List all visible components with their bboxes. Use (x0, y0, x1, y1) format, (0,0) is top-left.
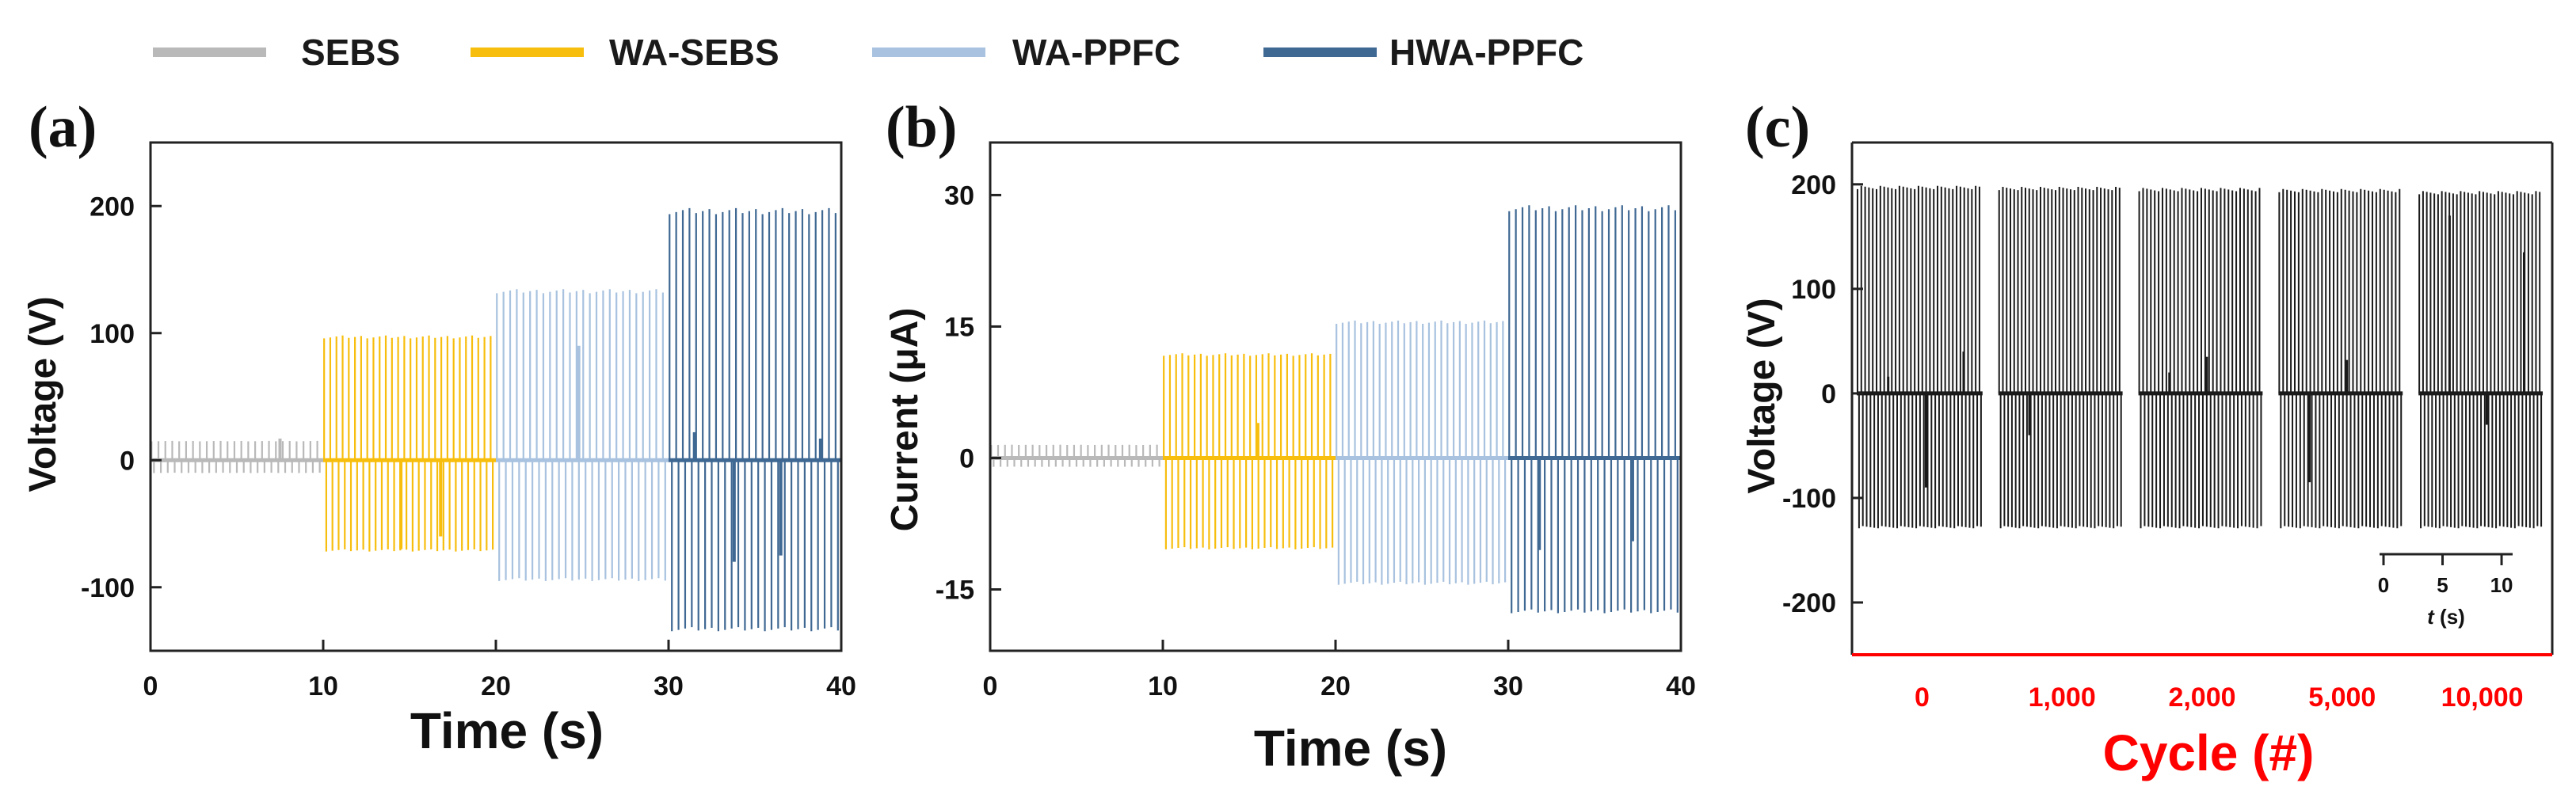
panel-c-inset-tick-label: 10 (2490, 573, 2513, 597)
panel-b-xtick-label: 10 (1148, 671, 1178, 701)
legend-entry-hwa-ppfc: HWA-PPFC (1263, 32, 1583, 73)
panel-a-xtick-label: 40 (826, 671, 856, 701)
panel-b-series-wa-sebs (1163, 353, 1336, 549)
panel-c-letter: (c) (1745, 95, 1810, 160)
panel-b-series-hwa-ppfc (1508, 205, 1681, 614)
panel-c-series-10-000 (2418, 191, 2543, 529)
panel-b-series-wa-ppfc (1336, 320, 1508, 585)
panel-a-ylabel: Voltage (V) (22, 296, 64, 492)
panel-b: (b) 0 10 20 30 40 -15 0 15 30 Time (s) Current (… (884, 95, 1696, 777)
panel-a-letter: (a) (29, 95, 97, 160)
legend-label-wa-sebs: WA-SEBS (609, 32, 779, 73)
panel-b-ytick-label: 30 (944, 181, 974, 211)
panel-a-ytick-label: -100 (81, 573, 135, 603)
panel-a-xtick-label: 20 (481, 671, 511, 701)
panel-c-ytick-label: -100 (1782, 484, 1836, 514)
panel-a-ytick-label: 200 (90, 192, 135, 222)
legend-entry-sebs: SEBS (153, 32, 400, 73)
panel-c-inset-label-rest: (s) (2434, 605, 2465, 629)
panel-c-series-1-000 (1998, 187, 2123, 529)
panel-c-category-label: 5,000 (2308, 682, 2376, 713)
panel-c-inset-label: t (s) (2427, 605, 2465, 629)
legend-label-hwa-ppfc: HWA-PPFC (1389, 32, 1583, 73)
panel-c-category-label: 1,000 (2029, 682, 2096, 713)
panel-c-ytick-label: -200 (1782, 588, 1836, 618)
legend-entry-wa-sebs: WA-SEBS (471, 32, 779, 73)
panel-a-xtick-label: 10 (308, 671, 338, 701)
panel-b-xtick-label: 20 (1320, 671, 1351, 701)
panel-b-plot: 0 10 20 30 40 -15 0 15 30 (936, 141, 1696, 701)
panel-b-letter: (b) (886, 95, 957, 160)
panel-c-inset-tick-label: 5 (2437, 573, 2448, 597)
panel-c-series-5-000 (2278, 188, 2403, 529)
legend-swatch-wa-ppfc (872, 48, 985, 57)
panel-c: (c) 0 1,000 2,000 5,000 10,000-200-100010020… (1741, 95, 2554, 781)
panel-b-xtick-label: 40 (1666, 671, 1696, 701)
panel-b-ytick-label: 0 (959, 443, 974, 473)
panel-b-xlabel: Time (s) (1254, 720, 1447, 777)
panel-c-category-label: 10,000 (2441, 682, 2524, 713)
panel-c-ylabel: Voltage (V) (1741, 298, 1783, 493)
panel-b-xtick-label: 30 (1493, 671, 1523, 701)
panel-c-inset-label-italic: t (2427, 605, 2435, 629)
panel-b-ytick-label: -15 (936, 576, 974, 606)
panel-a-series-wa-ppfc (496, 289, 669, 581)
panel-a-plot: 0 10 20 30 40 -100 0 100 200 (81, 141, 856, 701)
legend-swatch-sebs (153, 48, 266, 57)
panel-c-series-2-000 (2138, 188, 2263, 529)
panel-a-ytick-label: 100 (90, 319, 135, 349)
panel-a-xtick-label: 0 (143, 671, 158, 701)
panel-c-ytick-label: 100 (1791, 275, 1836, 305)
panel-a-series-sebs (151, 438, 323, 473)
legend-swatch-wa-sebs (471, 48, 584, 57)
panel-c-inset-tick-label: 0 (2378, 573, 2389, 597)
panel-a-ytick-label: 0 (120, 446, 135, 476)
panel-a-xtick-label: 30 (654, 671, 684, 701)
panel-b-xtick-label: 0 (983, 671, 998, 701)
legend-label-sebs: SEBS (301, 32, 400, 73)
panel-c-category-label: 0 (1915, 682, 1930, 713)
legend-entry-wa-ppfc: WA-PPFC (872, 32, 1180, 73)
panel-c-category-label: 2,000 (2168, 682, 2235, 713)
legend: SEBS WA-SEBS WA-PPFC HWA-PPFC (153, 32, 1583, 73)
panel-c-ytick-label: 0 (1821, 379, 1836, 409)
panel-b-ylabel: Current (μA) (884, 308, 926, 532)
panel-c-inset-scale: 0 5 10 t (s) (2378, 553, 2513, 629)
legend-swatch-hwa-ppfc (1263, 48, 1377, 57)
panel-a-series-wa-sebs (323, 335, 496, 552)
legend-label-wa-ppfc: WA-PPFC (1012, 32, 1180, 73)
panel-c-series-0 (1856, 185, 1983, 529)
panel-a: (a) 0 10 20 30 40 -100 0 100 200 Time (s) Voltag… (22, 95, 856, 759)
panel-a-xlabel: Time (s) (410, 702, 604, 759)
panel-b-series-sebs (990, 444, 1163, 467)
panel-a-series-hwa-ppfc (669, 207, 841, 632)
panel-b-ytick-label: 15 (944, 312, 974, 342)
panel-c-plot: 0 1,000 2,000 5,000 10,000 -200 -100 0 100 200 0 5 1… (1782, 141, 2554, 713)
panel-c-xlabel: Cycle (#) (2103, 724, 2315, 781)
panel-c-ytick-label: 200 (1791, 170, 1836, 200)
